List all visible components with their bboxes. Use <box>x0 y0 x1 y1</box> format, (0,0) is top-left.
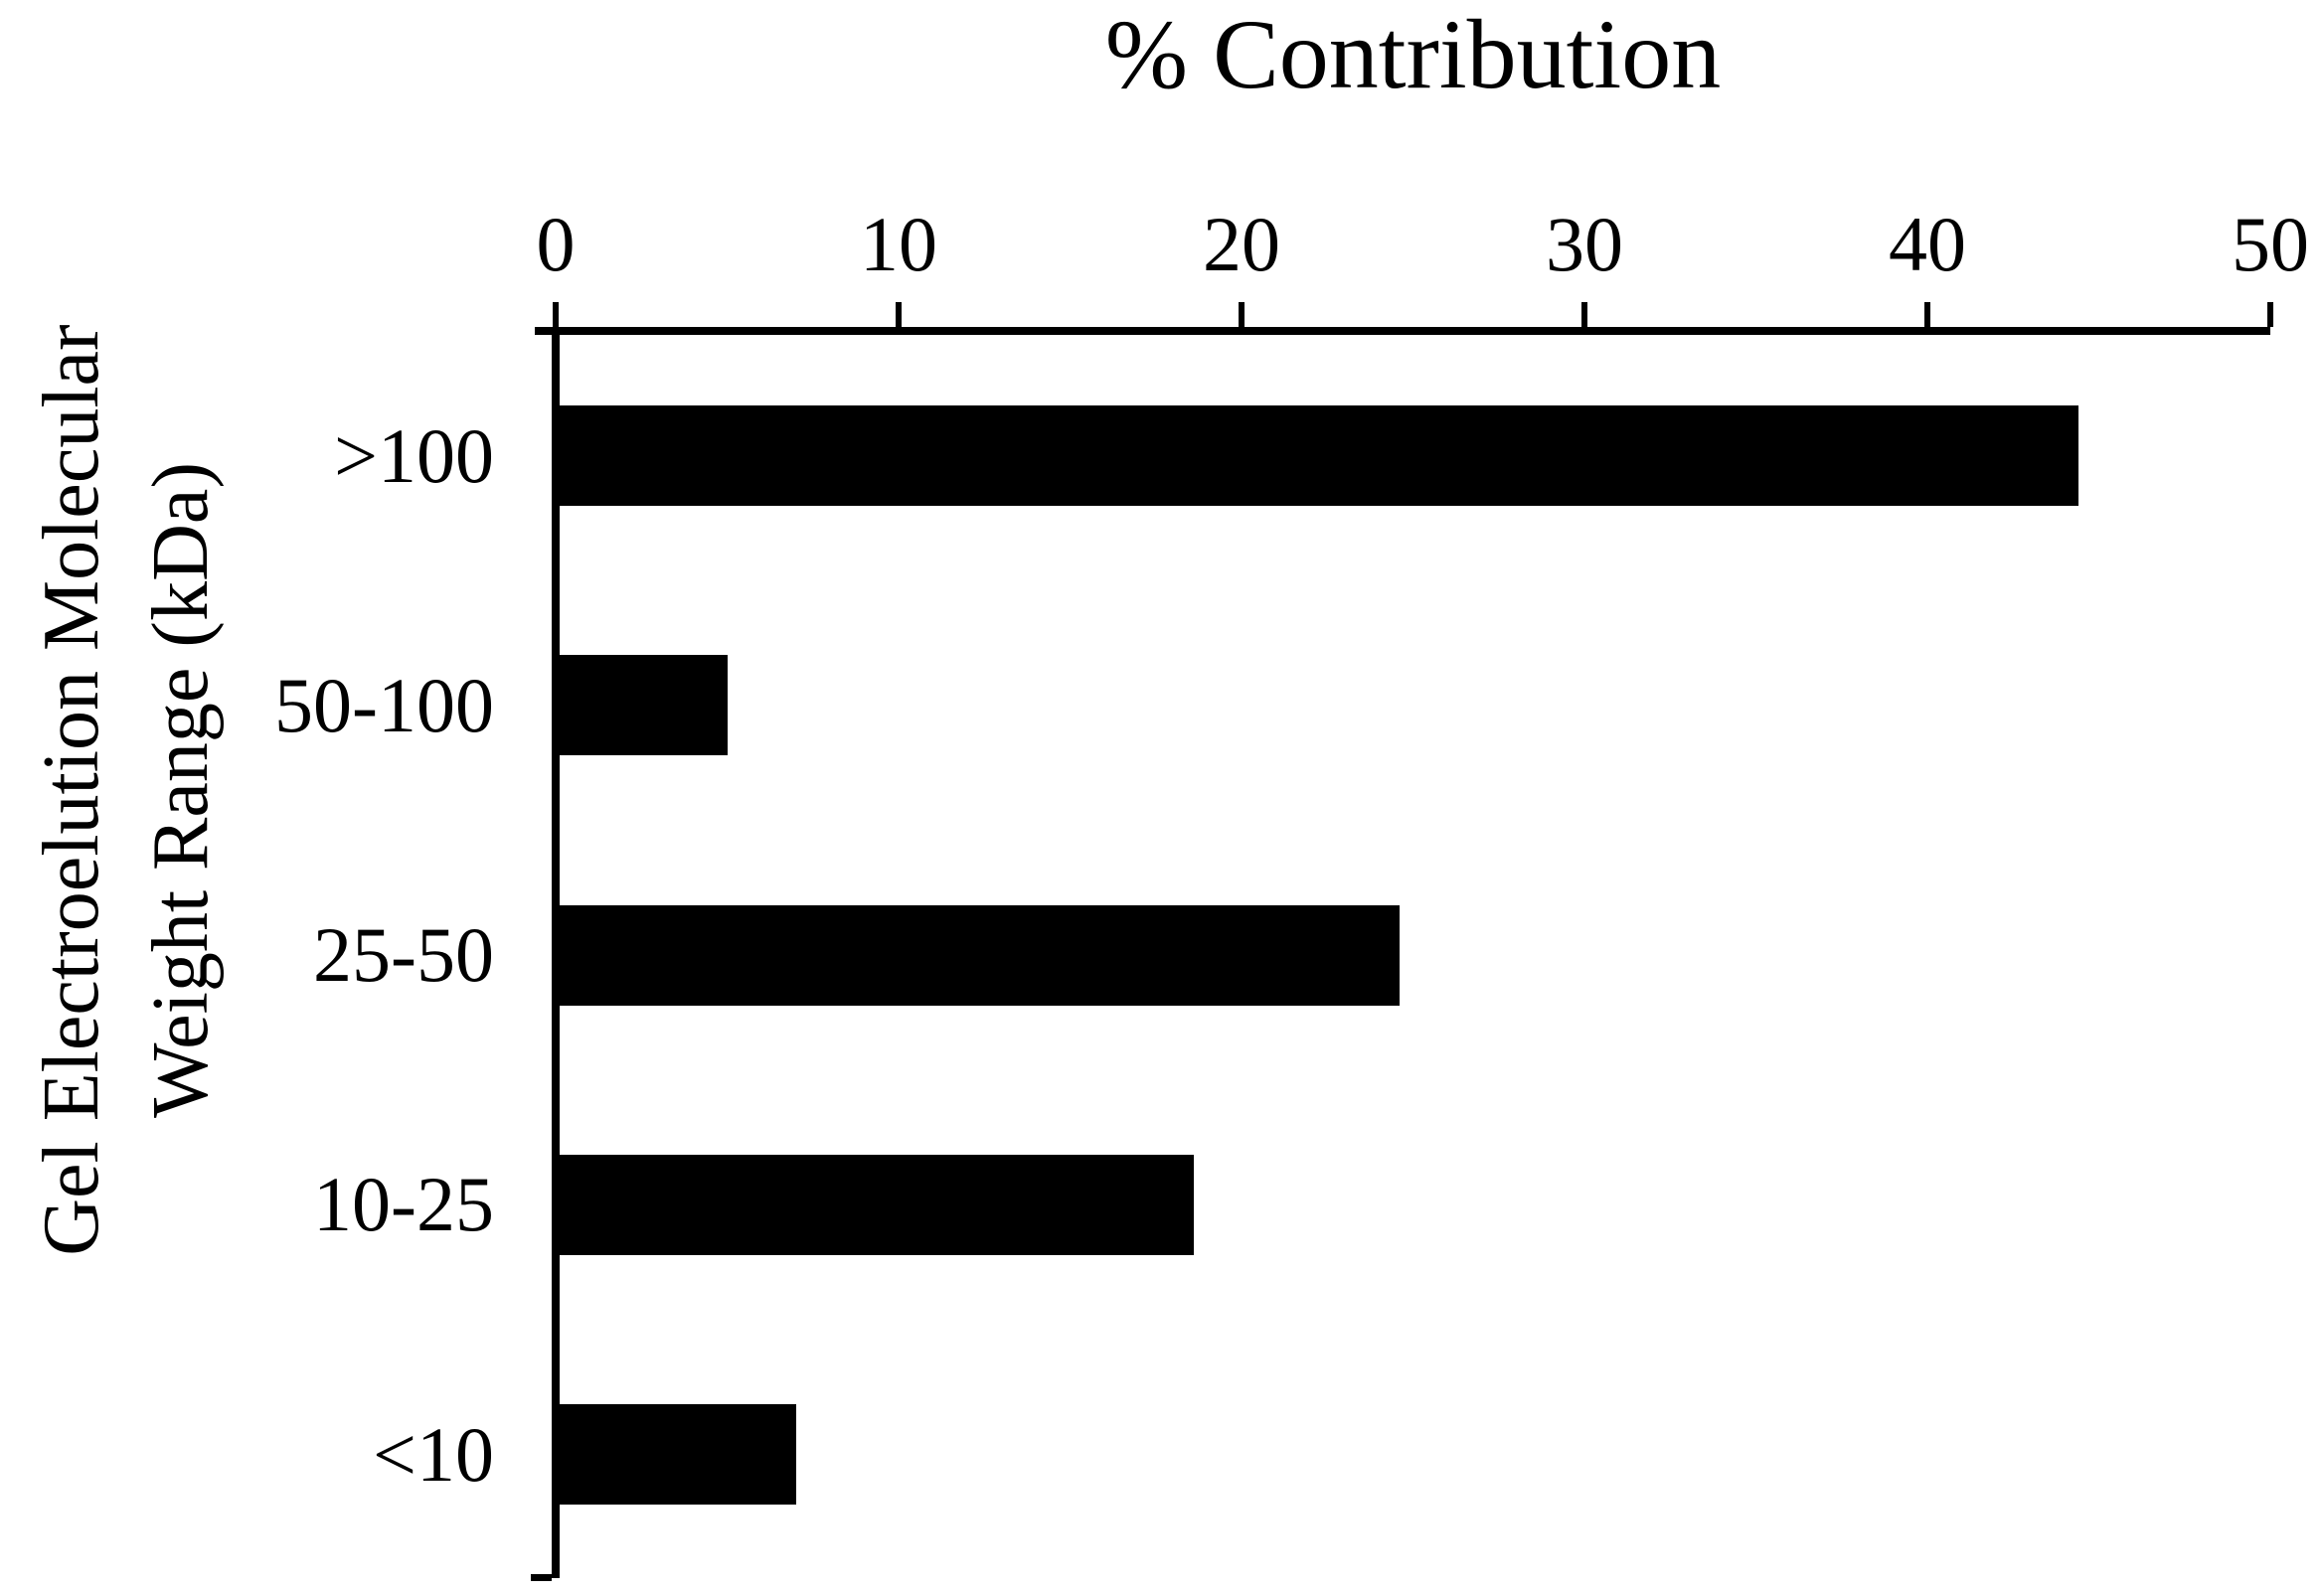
bar-<10 <box>556 1404 796 1506</box>
plot-area: 0 10 20 30 40 50 >100 50-100 25-50 10-25 <10 <box>274 201 2309 1581</box>
y-axis-end-tick <box>531 1574 552 1581</box>
bar-50-100 <box>556 655 728 756</box>
x-axis-tick-label: 20 <box>1203 201 1280 287</box>
x-axis-tick-label: 30 <box>1546 201 1623 287</box>
y-axis-label: Gel Electroelution Molecular Weight Rang… <box>17 65 236 1515</box>
x-axis-tick <box>896 302 902 327</box>
x-axis-tick <box>2267 302 2273 327</box>
x-axis-tick-label: 0 <box>536 201 576 287</box>
bar-25-50 <box>556 904 1400 1006</box>
x-axis-tick-label: 50 <box>2232 201 2309 287</box>
category-label: <10 <box>373 1410 494 1498</box>
x-axis-tick-label: 40 <box>1889 201 1966 287</box>
category-label: 10-25 <box>313 1161 494 1248</box>
x-axis-tick <box>1239 302 1245 327</box>
x-axis-line <box>535 327 2270 335</box>
x-axis-tick <box>1581 302 1587 327</box>
chart-title: % Contribution <box>1104 0 1722 109</box>
x-axis-tick <box>1924 302 1930 327</box>
y-axis-label-line-2: Weight Range (kDa) <box>137 462 225 1118</box>
category-label: 50-100 <box>274 661 494 748</box>
category-label: 25-50 <box>313 911 494 999</box>
bar-10-25 <box>556 1154 1194 1255</box>
x-axis-tick-label: 10 <box>860 201 937 287</box>
x-axis-tick <box>553 302 559 327</box>
category-label: >100 <box>334 411 494 499</box>
y-axis-label-line-1: Gel Electroelution Molecular <box>28 324 115 1256</box>
bar->100 <box>556 405 2078 507</box>
